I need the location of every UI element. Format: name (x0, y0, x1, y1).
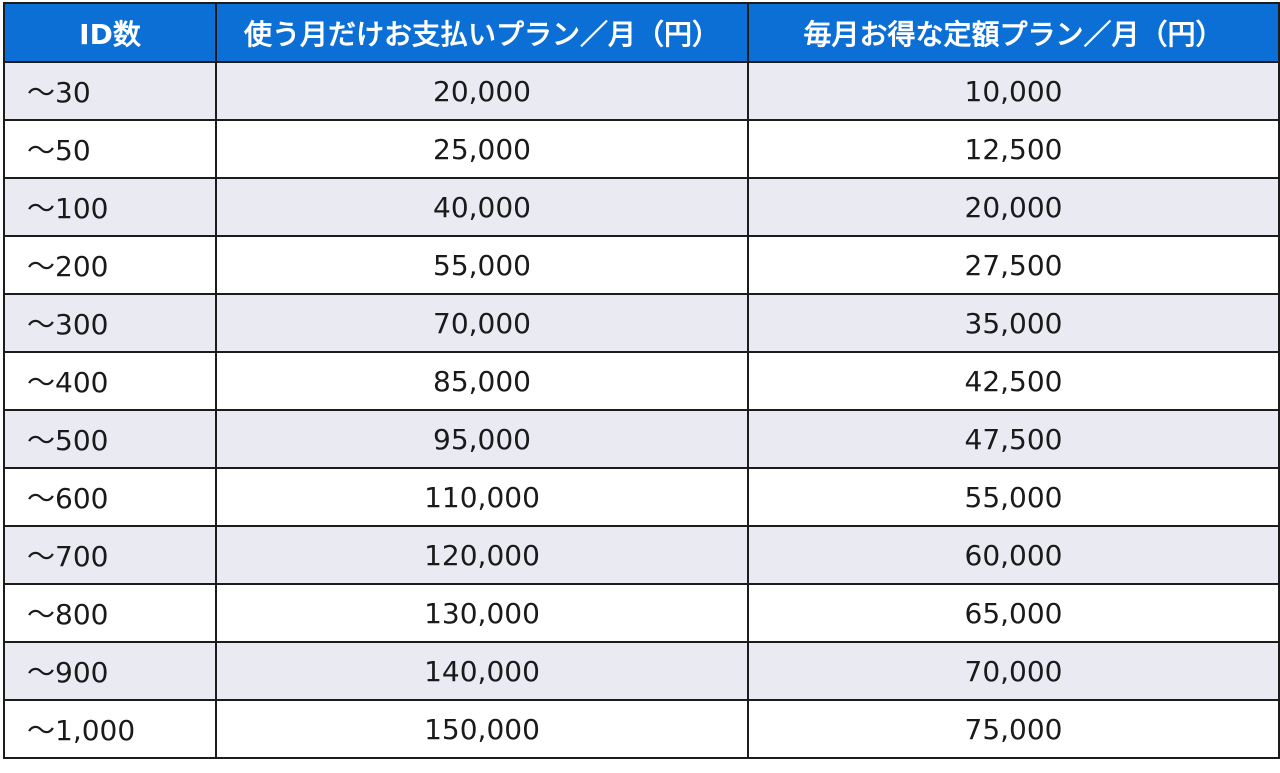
table-row: ～800 130,000 65,000 (3, 583, 1280, 643)
table-row: ～30 20,000 10,000 (3, 61, 1280, 121)
id-count-cell: ～600 (3, 467, 217, 527)
table-row: ～1,000 150,000 75,000 (3, 699, 1280, 759)
pay-per-month-price-cell: 20,000 (215, 61, 749, 121)
header-pay-per-month-plan: 使う月だけお支払いプラン／月（円） (215, 2, 749, 63)
id-count-cell: ～400 (3, 351, 217, 411)
id-count-cell: ～300 (3, 293, 217, 353)
pay-per-month-price-cell: 40,000 (215, 177, 749, 237)
table-row: ～200 55,000 27,500 (3, 235, 1280, 295)
table-row: ～900 140,000 70,000 (3, 641, 1280, 701)
id-count-cell: ～50 (3, 119, 217, 179)
flat-rate-price-cell: 35,000 (747, 293, 1280, 353)
header-id-count: ID数 (3, 2, 217, 63)
table-row: ～400 85,000 42,500 (3, 351, 1280, 411)
flat-rate-price-cell: 70,000 (747, 641, 1280, 701)
table-row: ～100 40,000 20,000 (3, 177, 1280, 237)
flat-rate-price-cell: 20,000 (747, 177, 1280, 237)
pay-per-month-price-cell: 55,000 (215, 235, 749, 295)
flat-rate-price-cell: 12,500 (747, 119, 1280, 179)
pay-per-month-price-cell: 140,000 (215, 641, 749, 701)
header-flat-rate-plan: 毎月お得な定額プラン／月（円） (747, 2, 1280, 63)
flat-rate-price-cell: 60,000 (747, 525, 1280, 585)
flat-rate-price-cell: 27,500 (747, 235, 1280, 295)
table-row: ～600 110,000 55,000 (3, 467, 1280, 527)
id-count-cell: ～100 (3, 177, 217, 237)
table-row: ～50 25,000 12,500 (3, 119, 1280, 179)
flat-rate-price-cell: 55,000 (747, 467, 1280, 527)
table-row: ～500 95,000 47,500 (3, 409, 1280, 469)
id-count-cell: ～900 (3, 641, 217, 701)
id-count-cell: ～800 (3, 583, 217, 643)
id-count-cell: ～200 (3, 235, 217, 295)
id-count-cell: ～700 (3, 525, 217, 585)
table-row: ～700 120,000 60,000 (3, 525, 1280, 585)
table-header-row: ID数 使う月だけお支払いプラン／月（円） 毎月お得な定額プラン／月（円） (3, 2, 1280, 63)
pay-per-month-price-cell: 130,000 (215, 583, 749, 643)
flat-rate-price-cell: 75,000 (747, 699, 1280, 759)
pay-per-month-price-cell: 25,000 (215, 119, 749, 179)
pay-per-month-price-cell: 70,000 (215, 293, 749, 353)
flat-rate-price-cell: 10,000 (747, 61, 1280, 121)
pay-per-month-price-cell: 85,000 (215, 351, 749, 411)
pay-per-month-price-cell: 110,000 (215, 467, 749, 527)
flat-rate-price-cell: 47,500 (747, 409, 1280, 469)
flat-rate-price-cell: 65,000 (747, 583, 1280, 643)
id-count-cell: ～500 (3, 409, 217, 469)
pay-per-month-price-cell: 150,000 (215, 699, 749, 759)
pricing-table: ID数 使う月だけお支払いプラン／月（円） 毎月お得な定額プラン／月（円） ～3… (3, 2, 1280, 759)
pay-per-month-price-cell: 120,000 (215, 525, 749, 585)
pay-per-month-price-cell: 95,000 (215, 409, 749, 469)
id-count-cell: ～1,000 (3, 699, 217, 759)
table-row: ～300 70,000 35,000 (3, 293, 1280, 353)
id-count-cell: ～30 (3, 61, 217, 121)
flat-rate-price-cell: 42,500 (747, 351, 1280, 411)
